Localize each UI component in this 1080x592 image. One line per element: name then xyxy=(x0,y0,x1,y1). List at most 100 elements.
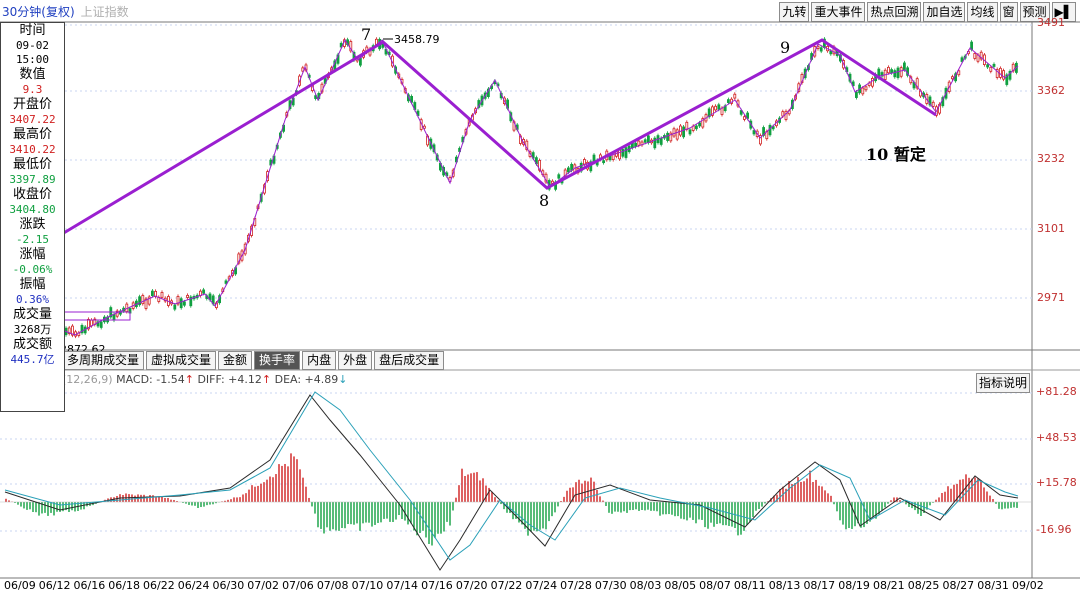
candle-body xyxy=(995,69,999,78)
data-window: 时间 09-02 15:00 数值 9.3 开盘价 3407.22 最高价 34… xyxy=(0,22,65,412)
candle-body xyxy=(173,304,177,310)
candle-body xyxy=(771,126,775,130)
right-arrow-icon[interactable]: ▶▌ xyxy=(1051,2,1076,22)
macd-grid xyxy=(0,392,1032,532)
tab-inner-volume[interactable]: 内盘 xyxy=(302,351,337,370)
window-button[interactable]: 窗 xyxy=(999,2,1018,22)
candle-body xyxy=(567,167,570,173)
price-tick: 3362 xyxy=(1037,84,1065,97)
candle-body xyxy=(727,99,730,103)
tab-multi-period-volume[interactable]: 多周期成交量 xyxy=(62,351,145,370)
down-arrow-icon: ↓ xyxy=(338,373,348,386)
major-events-button[interactable]: 重大事件 xyxy=(811,2,866,22)
time-tick: 08/03 xyxy=(630,579,662,592)
index-name: 上证指数 xyxy=(80,5,129,19)
wave-label-9: 9 xyxy=(780,38,790,57)
tab-virtual-volume[interactable]: 虚拟成交量 xyxy=(146,351,217,370)
tab-after-hours-volume[interactable]: 盘后成交量 xyxy=(374,351,445,370)
candle-body xyxy=(618,149,621,160)
period-label[interactable]: 30分钟(复权) xyxy=(2,5,75,19)
candle-body xyxy=(928,96,932,106)
candle-body xyxy=(358,57,362,66)
candle-body xyxy=(1005,74,1009,85)
thin-wave-line xyxy=(61,38,1019,336)
candle-body xyxy=(99,321,103,328)
tab-outer-volume[interactable]: 外盘 xyxy=(338,351,373,370)
time-tick: 08/31 xyxy=(977,579,1009,592)
candle-body xyxy=(237,253,241,264)
hot-review-button[interactable]: 热点回溯 xyxy=(867,2,922,22)
time-tick: 07/16 xyxy=(421,579,453,592)
candle-body xyxy=(138,296,142,306)
date-value: 09-02 xyxy=(15,39,50,52)
candle-body xyxy=(90,319,93,327)
forecast-button[interactable]: 预测 xyxy=(1019,2,1050,22)
candle-body xyxy=(717,104,721,110)
candle-body xyxy=(784,110,788,120)
candle-body xyxy=(752,130,756,135)
candle-body xyxy=(112,314,116,321)
macd-tick: -16.96 xyxy=(1036,523,1071,536)
candle-body xyxy=(141,295,145,305)
candle-body xyxy=(989,66,993,72)
time-tick: 07/24 xyxy=(525,579,557,592)
candle-body xyxy=(711,106,714,116)
candle-body xyxy=(829,50,833,55)
candle-body xyxy=(861,87,865,95)
time-axis: 06/09 06/12 06/16 06/18 06/22 06/24 06/30 07/02… xyxy=(4,579,1044,592)
diff-value: DIFF: +4.12 xyxy=(197,373,262,386)
candle-body xyxy=(669,132,673,142)
candle-body xyxy=(701,118,705,128)
candle-body xyxy=(96,321,100,327)
macd-histogram xyxy=(0,453,1032,546)
tab-amount[interactable]: 金额 xyxy=(218,351,253,370)
close-label: 收盘价 xyxy=(12,187,52,202)
peak-price: 3458.79 xyxy=(394,33,440,46)
candle-body xyxy=(855,91,858,98)
macd-legend: (12,26,9) MACD: -1.54↑ DIFF: +4.12↑ DEA:… xyxy=(62,373,347,386)
change-pct-label: 涨幅 xyxy=(19,247,46,262)
candle-body xyxy=(653,137,657,149)
time-tick: 08/11 xyxy=(734,579,766,592)
candle-body xyxy=(992,63,996,67)
candle-body xyxy=(675,129,679,140)
time-tick: 07/22 xyxy=(491,579,523,592)
candle-body xyxy=(682,126,685,138)
candle-body xyxy=(67,327,71,334)
add-watchlist-button[interactable]: 加自选 xyxy=(923,2,966,22)
indicator-explain-button[interactable]: 指标说明 xyxy=(975,373,1030,393)
close-value: 3404.80 xyxy=(9,203,56,216)
tab-turnover[interactable]: 换手率 xyxy=(254,351,301,370)
candle-body xyxy=(762,127,765,136)
change-label: 涨跌 xyxy=(19,217,46,232)
candle-body xyxy=(986,64,989,68)
indicator-tabs: 多周期成交量 虚拟成交量 金额 换手率 内盘 外盘 盘后成交量 xyxy=(62,351,446,370)
time-tick: 07/10 xyxy=(352,579,384,592)
candle-body xyxy=(551,180,554,184)
jiuzhuan-button[interactable]: 九转 xyxy=(779,2,810,22)
candle-body xyxy=(739,110,743,115)
candle-body xyxy=(1008,70,1012,80)
candle-body xyxy=(695,125,698,130)
candle-body xyxy=(679,125,682,136)
wave-label-8: 8 xyxy=(539,191,549,210)
wave-label-7: 7 xyxy=(361,25,371,44)
candle-body xyxy=(147,296,151,305)
up-arrow-icon: ↑ xyxy=(261,373,272,386)
candle-body xyxy=(672,128,676,137)
time-tick: 06/18 xyxy=(108,579,140,592)
candle-body xyxy=(899,67,903,77)
candle-body xyxy=(224,280,228,284)
amount-label: 成交额 xyxy=(12,337,52,352)
time-tick: 06/24 xyxy=(178,579,210,592)
candle-body xyxy=(621,149,625,157)
candle-body xyxy=(733,93,737,99)
candle-body xyxy=(781,111,785,117)
candle-body xyxy=(957,70,961,76)
candle-body xyxy=(80,324,84,334)
change-pct-value: -0.06% xyxy=(12,263,53,276)
high-value: 3410.22 xyxy=(9,143,56,156)
dea-line xyxy=(4,391,1019,561)
candle-body xyxy=(186,294,190,298)
